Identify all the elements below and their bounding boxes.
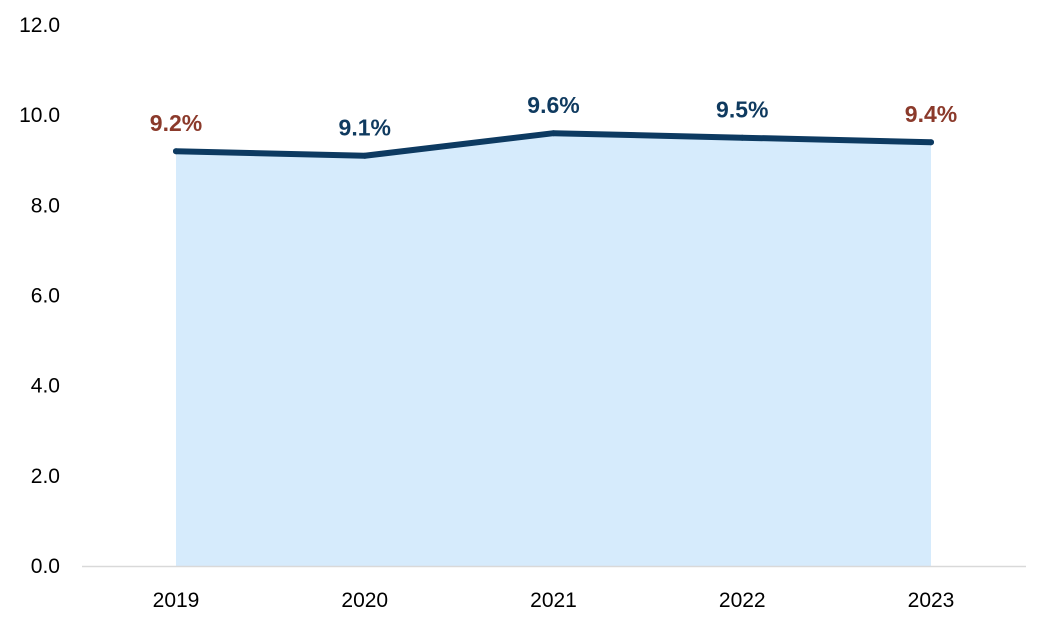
area-fill-layer bbox=[176, 133, 931, 566]
data-point-2023 bbox=[928, 139, 934, 146]
data-label-2023: 9.4% bbox=[905, 101, 957, 127]
y-tick-label: 4.0 bbox=[31, 375, 60, 398]
data-label-2020: 9.1% bbox=[339, 115, 391, 141]
area-fill bbox=[176, 133, 931, 566]
y-tick-label: 12.0 bbox=[19, 14, 60, 37]
y-axis-tick-labels: 0.0 2.0 4.0 6.0 8.0 10.0 12.0 bbox=[19, 14, 60, 578]
y-tick-label: 8.0 bbox=[31, 194, 60, 217]
data-label-2021: 9.6% bbox=[527, 92, 579, 118]
x-tick-label: 2022 bbox=[719, 589, 766, 612]
data-labels: 9.2% 9.1% 9.6% 9.5% 9.4% bbox=[150, 92, 957, 141]
x-tick-label: 2019 bbox=[153, 589, 200, 612]
data-point-2020 bbox=[361, 152, 368, 159]
x-axis-tick-labels: 2019 2020 2021 2022 2023 bbox=[153, 589, 955, 612]
x-tick-label: 2023 bbox=[908, 589, 955, 612]
y-tick-label: 2.0 bbox=[31, 465, 60, 488]
y-tick-label: 0.0 bbox=[31, 555, 60, 578]
x-tick-label: 2021 bbox=[530, 589, 577, 612]
x-tick-label: 2020 bbox=[341, 589, 388, 612]
data-label-2019: 9.2% bbox=[150, 110, 202, 136]
data-label-2022: 9.5% bbox=[716, 97, 768, 123]
y-tick-label: 10.0 bbox=[19, 104, 60, 127]
y-tick-label: 6.0 bbox=[31, 285, 60, 308]
data-point-2021 bbox=[550, 130, 557, 137]
data-point-2019 bbox=[173, 148, 179, 155]
data-point-2022 bbox=[739, 134, 746, 141]
line-layer bbox=[173, 130, 934, 159]
